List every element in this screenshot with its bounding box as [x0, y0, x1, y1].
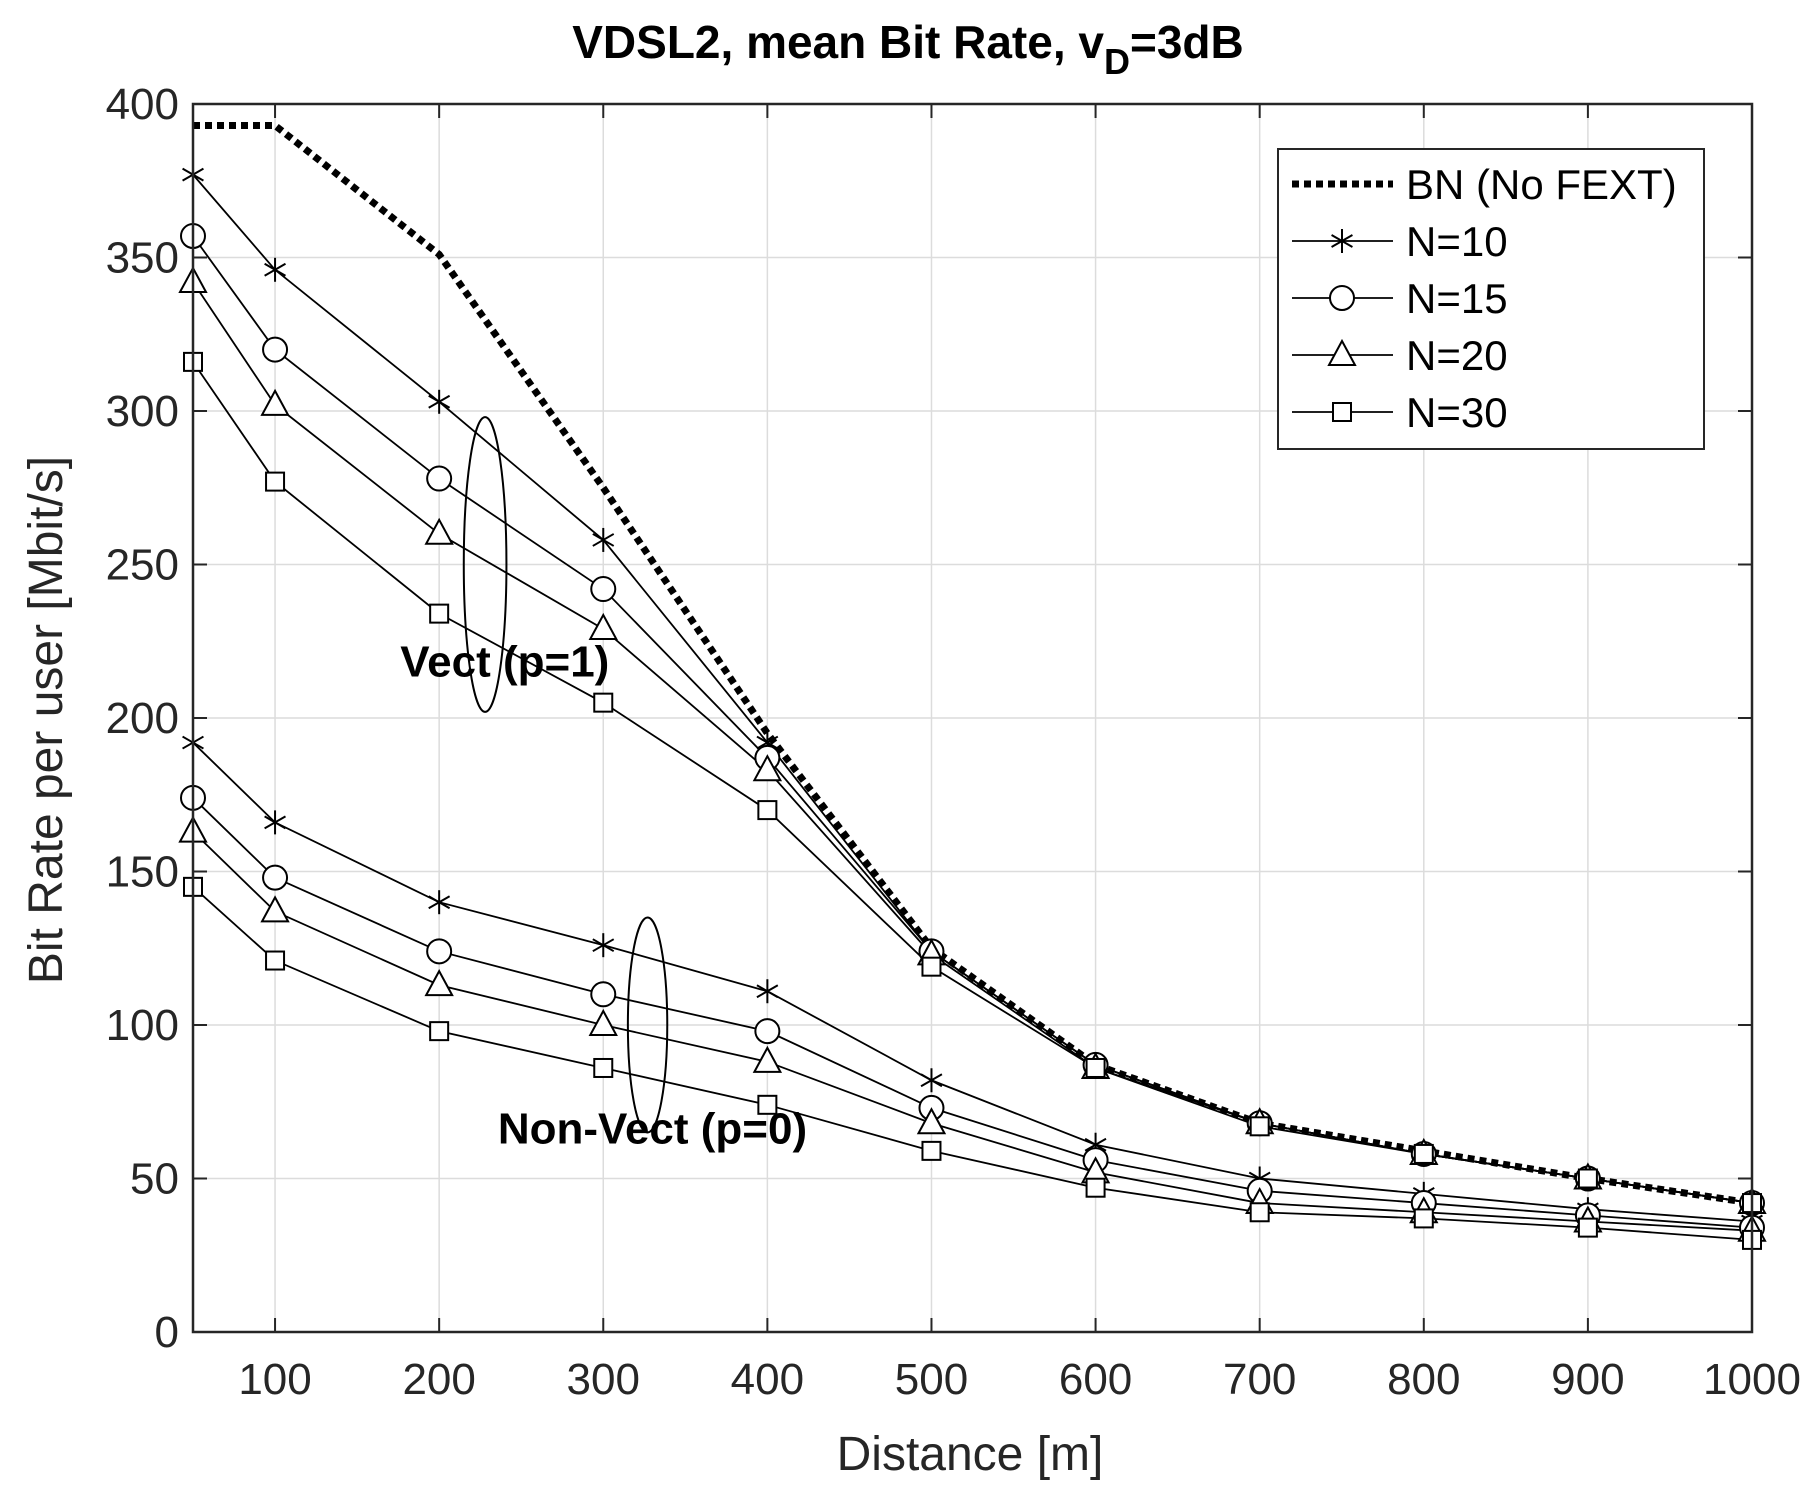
plot-markers: [178, 162, 1767, 1250]
legend-label: BN (No FEXT): [1406, 161, 1677, 208]
data-point-nonvect-n10: [264, 810, 286, 835]
legend-label: N=20: [1406, 332, 1508, 379]
data-point-vect-n10: [428, 389, 451, 414]
y-tick-label: 400: [106, 80, 179, 129]
x-tick-label: 1000: [1703, 1355, 1801, 1404]
annotation-label-nonvect: Non-Vect (p=0): [498, 1104, 807, 1153]
x-tick-label: 600: [1059, 1355, 1132, 1404]
chart-title-main: VDSL2, mean Bit Rate, v: [572, 16, 1104, 68]
data-point-vect-n30: [593, 692, 614, 713]
x-tick-label: 800: [1387, 1355, 1460, 1404]
chart-title-subscript: D: [1104, 41, 1130, 82]
annotation-label-vect: Vect (p=1): [400, 638, 609, 687]
data-point-nonvect-n30: [757, 1094, 778, 1115]
y-tick-label: 100: [106, 1001, 179, 1050]
data-point-vect-n30: [429, 603, 450, 624]
data-point-vect-n30: [1413, 1143, 1434, 1164]
data-point-vect-n20: [752, 754, 783, 782]
y-axis-title: Bit Rate per user [Mbit/s]: [20, 456, 73, 984]
data-point-vect-n15: [590, 576, 617, 603]
x-tick-label: 400: [731, 1355, 804, 1404]
data-point-nonvect-n30: [1249, 1202, 1270, 1223]
data-point-nonvect-n15: [426, 938, 453, 965]
data-point-nonvect-n15: [590, 981, 617, 1008]
chart-title: VDSL2, mean Bit Rate, vD=3dB: [572, 16, 1243, 82]
legend-marker-n10: [1331, 229, 1353, 253]
data-point-nonvect-n20: [424, 968, 454, 997]
star-stroke: [592, 938, 615, 953]
data-point-vect-n15: [426, 465, 453, 492]
data-point-vect-n20: [260, 388, 290, 416]
legend-marker-n30: [1332, 402, 1352, 422]
legend-label: N=30: [1406, 389, 1508, 436]
star-stroke: [1331, 234, 1353, 248]
data-point-nonvect-n20: [260, 895, 290, 923]
data-point-nonvect-n30: [1577, 1217, 1598, 1238]
data-point-nonvect-n30: [593, 1057, 614, 1078]
data-point-nonvect-n30: [429, 1021, 450, 1042]
legend-marker-n20: [1327, 338, 1357, 366]
data-point-vect-n30: [1249, 1116, 1270, 1137]
data-point-nonvect-n30: [265, 950, 286, 971]
data-point-vect-n30: [1577, 1168, 1598, 1189]
data-point-vect-n30: [921, 956, 942, 977]
data-point-vect-n30: [265, 471, 286, 492]
data-point-vect-n20: [588, 612, 618, 640]
x-axis-title: Distance [m]: [837, 1428, 1104, 1481]
legend-marker-n15: [1329, 285, 1355, 311]
data-point-vect-n30: [757, 800, 778, 821]
annotation-ellipse-vect: [462, 416, 508, 713]
legend-label: N=10: [1406, 218, 1508, 265]
star-stroke: [428, 895, 451, 910]
star-stroke: [756, 735, 779, 750]
legend: BN (No FEXT) N=10 N=15 N=20 N=30: [1277, 148, 1705, 450]
data-point-nonvect-n30: [1085, 1177, 1106, 1198]
x-tick-label: 900: [1551, 1355, 1624, 1404]
legend-label: N=15: [1406, 275, 1508, 322]
data-point-nonvect-n30: [1413, 1208, 1434, 1229]
x-tick-label: 300: [567, 1355, 640, 1404]
x-tick-label: 100: [238, 1355, 311, 1404]
chart-title-suffix: =3dB: [1130, 16, 1244, 68]
data-point-nonvect-n20: [752, 1045, 783, 1073]
x-tick-label: 700: [1223, 1355, 1296, 1404]
star-stroke: [1084, 1137, 1107, 1152]
data-point-vect-n10: [264, 257, 286, 282]
star-stroke: [592, 533, 615, 547]
data-point-nonvect-n10: [592, 933, 615, 958]
data-point-nonvect-n10: [756, 979, 779, 1004]
star-stroke: [264, 262, 286, 277]
y-tick-label: 0: [155, 1308, 179, 1357]
data-point-nonvect-n10: [428, 890, 451, 915]
data-point-nonvect-n20: [916, 1107, 947, 1135]
y-tick-label: 250: [106, 541, 179, 590]
x-tick-label: 500: [895, 1355, 968, 1404]
star-stroke: [264, 815, 286, 830]
y-tick-label: 150: [106, 848, 179, 897]
data-point-vect-n30: [1085, 1057, 1106, 1078]
data-point-nonvect-n15: [754, 1018, 781, 1045]
annotations: Vect (p=1) Non-Vect (p=0): [400, 416, 807, 1153]
star-stroke: [428, 394, 451, 409]
y-tick-label: 200: [106, 694, 179, 743]
data-point-nonvect-n20: [588, 1008, 618, 1036]
y-tick-label: 300: [106, 387, 179, 436]
data-point-vect-n15: [262, 336, 289, 363]
annotation-ellipse-nonvect: [626, 916, 669, 1134]
data-point-vect-n10: [592, 527, 615, 552]
data-point-nonvect-n10: [920, 1068, 943, 1093]
data-point-vect-n20: [424, 517, 454, 545]
y-tick-label: 350: [106, 234, 179, 283]
data-point-nonvect-n15: [262, 864, 289, 891]
x-tick-label: 200: [402, 1355, 475, 1404]
star-stroke: [920, 1073, 943, 1088]
ticks: 100 200 300 400 500 600 700 800 900 1000 0 50 100 150…: [106, 80, 1801, 1404]
data-point-nonvect-n30: [921, 1140, 942, 1161]
star-stroke: [756, 984, 779, 999]
y-tick-label: 50: [130, 1155, 179, 1204]
